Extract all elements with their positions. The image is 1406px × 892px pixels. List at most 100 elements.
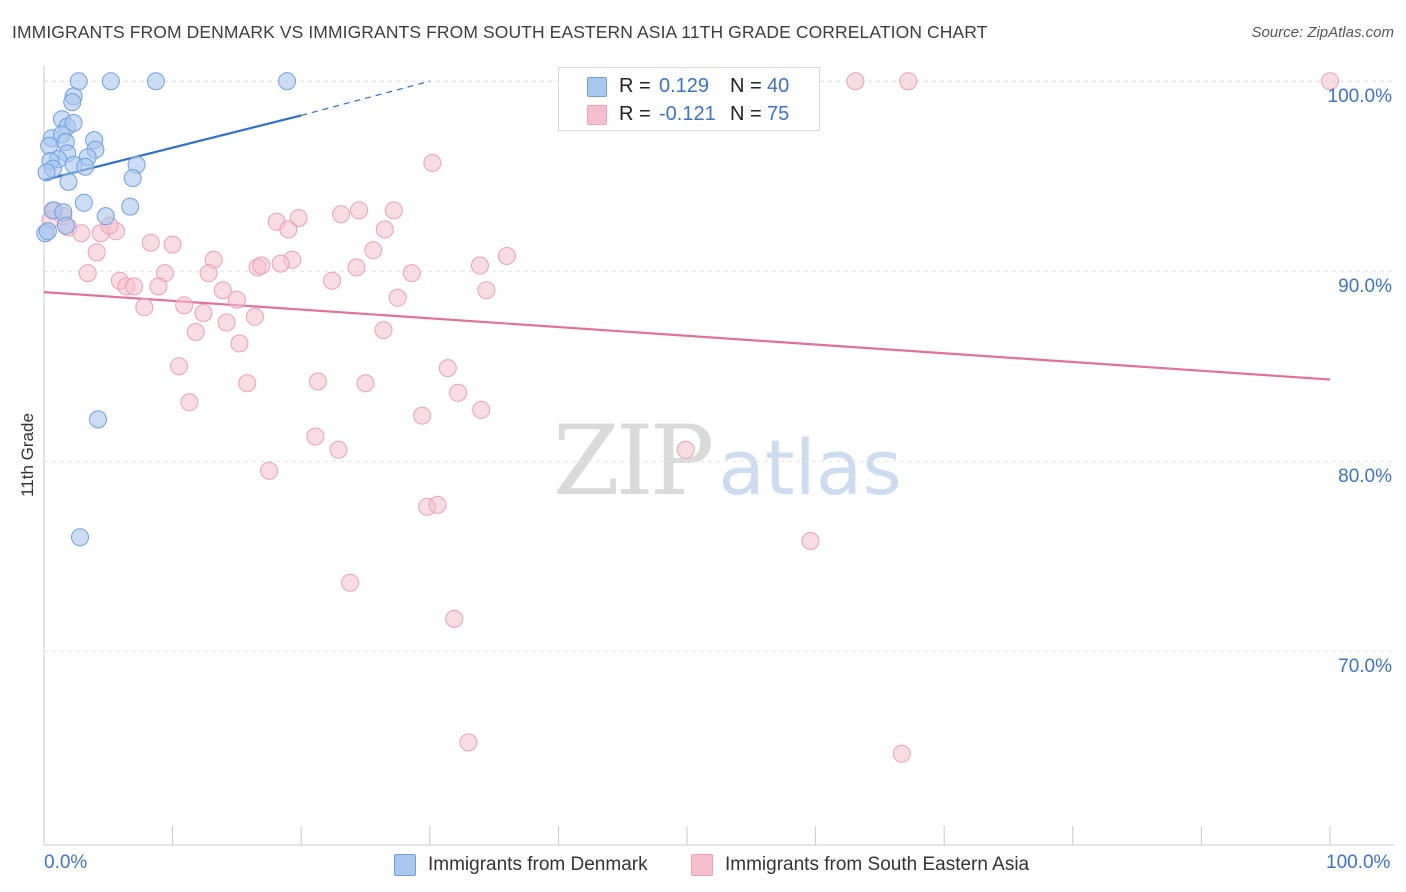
- data-point-denmark: [59, 172, 78, 191]
- legend-swatch-pink: [587, 105, 607, 125]
- data-point-south-eastern-asia: [364, 241, 383, 260]
- data-point-denmark: [96, 207, 115, 226]
- data-point-south-eastern-asia: [329, 440, 348, 459]
- data-point-south-eastern-asia: [289, 209, 308, 227]
- data-point-south-eastern-asia: [194, 304, 213, 322]
- trend-line-denmark-extension: [301, 80, 430, 116]
- data-point-denmark: [71, 528, 90, 547]
- data-point-denmark: [123, 169, 142, 188]
- source-note: Source: ZipAtlas.com: [1251, 24, 1394, 41]
- r-label: R =: [619, 102, 651, 125]
- data-point-denmark: [64, 114, 83, 132]
- data-point-south-eastern-asia: [356, 374, 375, 393]
- data-point-denmark: [89, 410, 108, 429]
- data-point-south-eastern-asia: [260, 461, 279, 480]
- data-point-denmark: [146, 72, 165, 91]
- data-point-denmark: [278, 72, 297, 91]
- data-point-south-eastern-asia: [308, 372, 327, 391]
- data-point-south-eastern-asia: [163, 235, 182, 254]
- data-point-denmark: [101, 72, 120, 91]
- data-point-south-eastern-asia: [472, 400, 491, 419]
- data-point-denmark: [56, 216, 75, 235]
- data-point-south-eastern-asia: [428, 495, 447, 514]
- x-tick-label-max: 100.0%: [1326, 852, 1391, 873]
- data-point-south-eastern-asia: [497, 247, 516, 265]
- n-label: N =: [730, 102, 762, 125]
- data-point-south-eastern-asia: [374, 321, 393, 340]
- legend-swatch-blue: [587, 77, 607, 97]
- data-point-denmark: [63, 93, 82, 112]
- data-point-denmark: [121, 197, 140, 216]
- data-point-south-eastern-asia: [459, 733, 478, 752]
- chart-title: IMMIGRANTS FROM DENMARK VS IMMIGRANTS FR…: [12, 22, 988, 42]
- y-axis-label: 11th Grade: [18, 413, 37, 497]
- data-point-south-eastern-asia: [892, 744, 911, 763]
- watermark-atlas: atlas: [718, 423, 902, 512]
- legend-item-denmark[interactable]: Immigrants from Denmark: [394, 851, 648, 879]
- data-point-south-eastern-asia: [332, 205, 351, 224]
- data-point-south-eastern-asia: [227, 290, 246, 309]
- data-point-south-eastern-asia: [175, 296, 194, 315]
- data-point-south-eastern-asia: [846, 72, 865, 91]
- data-point-south-eastern-asia: [676, 440, 695, 459]
- data-point-south-eastern-asia: [170, 357, 189, 376]
- data-point-south-eastern-asia: [384, 201, 403, 220]
- data-point-south-eastern-asia: [213, 281, 232, 300]
- data-point-south-eastern-asia: [801, 532, 820, 550]
- x-tick-label-min: 0.0%: [44, 852, 88, 873]
- data-point-south-eastern-asia: [445, 609, 464, 628]
- data-point-south-eastern-asia: [279, 220, 298, 239]
- series-legend: Immigrants from Denmark Immigrants from …: [0, 851, 1406, 879]
- data-point-south-eastern-asia: [149, 277, 168, 296]
- legend-label-south-eastern-asia: Immigrants from South Eastern Asia: [725, 854, 1030, 875]
- r-label: R =: [619, 74, 651, 97]
- data-point-denmark: [74, 193, 93, 212]
- data-point-south-eastern-asia: [438, 359, 457, 378]
- data-point-south-eastern-asia: [470, 256, 489, 275]
- data-point-south-eastern-asia: [423, 153, 442, 172]
- data-point-south-eastern-asia: [135, 298, 154, 317]
- data-point-south-eastern-asia: [186, 323, 205, 341]
- data-point-south-eastern-asia: [271, 254, 290, 273]
- y-tick-label: 80.0%: [1338, 466, 1392, 488]
- data-point-denmark: [69, 72, 88, 91]
- data-point-south-eastern-asia: [78, 264, 97, 283]
- n-value: 40: [767, 74, 790, 97]
- data-point-south-eastern-asia: [402, 264, 421, 283]
- data-point-south-eastern-asia: [306, 427, 325, 446]
- series-denmark: [36, 72, 297, 547]
- data-point-south-eastern-asia: [180, 393, 199, 412]
- n-label: N =: [730, 74, 762, 97]
- data-point-south-eastern-asia: [347, 258, 366, 277]
- data-point-south-eastern-asia: [449, 383, 468, 402]
- n-value: 75: [767, 102, 790, 125]
- y-tick-label: 90.0%: [1338, 276, 1392, 298]
- data-point-south-eastern-asia: [413, 406, 432, 425]
- legend-item-south-eastern-asia[interactable]: Immigrants from South Eastern Asia: [691, 851, 1029, 879]
- stats-legend: R = 0.129 N = 40 R = -0.121 N = 75: [558, 67, 820, 131]
- y-tick-label: 100.0%: [1327, 86, 1392, 108]
- data-point-south-eastern-asia: [125, 277, 144, 296]
- r-value: 0.129: [659, 74, 710, 97]
- data-point-south-eastern-asia: [375, 220, 394, 239]
- data-point-south-eastern-asia: [388, 288, 407, 307]
- data-point-south-eastern-asia: [341, 573, 360, 592]
- legend-label-denmark: Immigrants from Denmark: [428, 854, 648, 875]
- grid-lines: [44, 80, 1394, 652]
- data-point-south-eastern-asia: [238, 374, 257, 393]
- data-point-denmark: [76, 157, 95, 176]
- data-point-south-eastern-asia: [199, 264, 218, 283]
- data-point-south-eastern-asia: [252, 256, 271, 275]
- data-point-south-eastern-asia: [245, 307, 264, 326]
- data-point-south-eastern-asia: [217, 313, 236, 332]
- data-point-south-eastern-asia: [72, 224, 91, 243]
- trend-line-south-eastern-asia: [43, 291, 1331, 381]
- r-value: -0.121: [659, 102, 716, 125]
- data-point-south-eastern-asia: [899, 72, 918, 91]
- watermark: ZIP atlas: [553, 405, 902, 517]
- data-point-denmark: [37, 163, 56, 182]
- legend-swatch-south-eastern-asia: [691, 854, 713, 876]
- legend-swatch-denmark: [394, 854, 416, 876]
- data-point-south-eastern-asia: [1321, 72, 1339, 91]
- axes: [43, 66, 1394, 846]
